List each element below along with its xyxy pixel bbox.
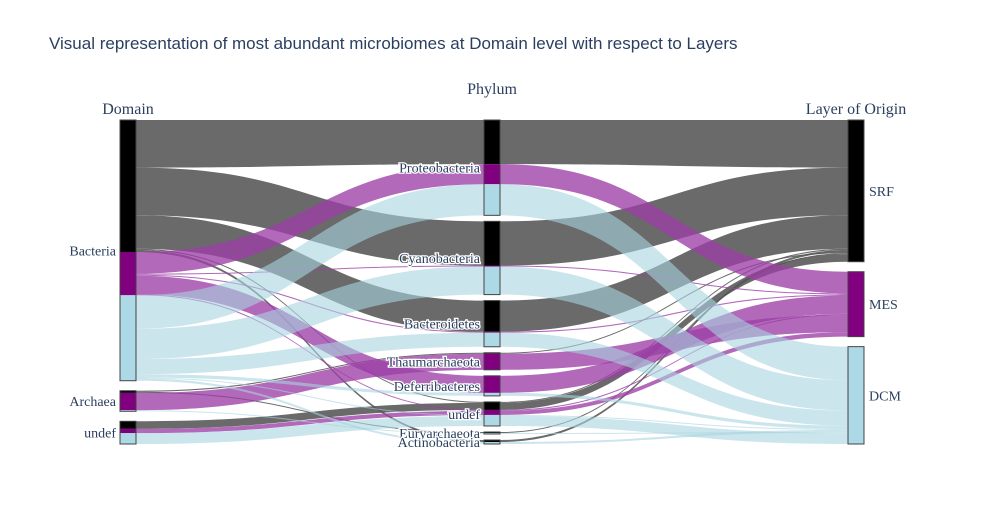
- bar-segment-phylum-bacteroidetes-mes[interactable]: [484, 331, 500, 333]
- category-bar-domain-undef[interactable]: [119, 420, 137, 445]
- category-label-domain-archaea: Archaea: [69, 395, 116, 410]
- category-label-phylum-deferribacteres: Deferribacteres: [394, 380, 480, 395]
- bar-segment-domain-undef-srf[interactable]: [120, 421, 136, 429]
- category-bar-phylum-undef[interactable]: [483, 401, 501, 427]
- bar-segment-phylum-bacteroidetes-dcm[interactable]: [484, 332, 500, 347]
- bar-segment-phylum-cyanobacteria-mes[interactable]: [484, 265, 500, 267]
- ribbon-bacteria-cyanobacteria-dcm-b[interactable]: [500, 266, 848, 411]
- category-label-phylum-cyanobacteria: Cyanobacteria: [399, 252, 481, 267]
- bar-segment-phylum-proteobacteria-dcm[interactable]: [484, 184, 500, 216]
- category-label-phylum-actinobacteria: Actinobacteria: [398, 436, 481, 451]
- category-label-phylum-bacteroidetes: Bacteroidetes: [404, 318, 480, 333]
- category-label-phylum-undef: undef: [448, 408, 480, 423]
- ribbon-bacteria-proteobacteria-srf-b[interactable]: [500, 120, 848, 168]
- bar-segment-phylum-actinobacteria-srf[interactable]: [484, 439, 500, 442]
- ribbon-bacteria-cyanobacteria-srf-b[interactable]: [500, 167, 848, 266]
- bar-segment-domain-archaea-srf[interactable]: [120, 390, 136, 393]
- category-bars-layer: [119, 119, 865, 445]
- category-bar-phylum-bacteroidetes[interactable]: [483, 300, 501, 348]
- ribbon-bacteria-actinobacteria-dcm-a[interactable]: [136, 378, 484, 444]
- bar-segment-layer-of-origin-mes-mes[interactable]: [848, 271, 864, 337]
- category-bar-layer-of-origin-srf[interactable]: [847, 119, 865, 263]
- ribbon-bacteria-proteobacteria-mes-b[interactable]: [500, 164, 848, 294]
- category-label-layer-of-origin-mes: MES: [869, 298, 898, 313]
- bar-segment-phylum-proteobacteria-srf[interactable]: [484, 120, 500, 165]
- bar-segment-phylum-thaumarchaeota-srf[interactable]: [484, 352, 500, 354]
- bar-segment-phylum-deferribacteres-dcm[interactable]: [484, 392, 500, 396]
- ribbon-bacteria-bacteroidetes-mes-b[interactable]: [500, 294, 848, 333]
- bar-segment-domain-undef-mes[interactable]: [120, 428, 136, 434]
- bar-segment-phylum-euryarchaeota-dcm[interactable]: [484, 432, 500, 434]
- ribbon-bacteria-actinobacteria-dcm-b[interactable]: [500, 429, 848, 444]
- ribbon-undef-undef-srf-a[interactable]: [136, 402, 484, 429]
- dimension-label-phylum: Phylum: [467, 81, 517, 98]
- category-bar-phylum-proteobacteria[interactable]: [483, 119, 501, 216]
- ribbon-bacteria-proteobacteria-dcm-b[interactable]: [500, 184, 848, 381]
- bar-segment-domain-undef-dcm[interactable]: [120, 433, 136, 444]
- category-bar-phylum-euryarchaeota[interactable]: [483, 431, 501, 435]
- ribbon-undef-undef-dcm-b[interactable]: [500, 415, 848, 444]
- ribbon-bacteria-undef-dcm-a[interactable]: [136, 377, 484, 416]
- bar-segment-phylum-cyanobacteria-srf[interactable]: [484, 221, 500, 266]
- bar-segment-phylum-proteobacteria-mes[interactable]: [484, 164, 500, 185]
- bar-segment-phylum-euryarchaeota-srf[interactable]: [484, 431, 500, 433]
- bar-segment-phylum-undef-mes[interactable]: [484, 409, 500, 415]
- ribbon-bacteria-cyanobacteria-dcm-a[interactable]: [136, 266, 484, 360]
- ribbon-bacteria-deferribacteres-mes-a[interactable]: [136, 275, 484, 393]
- category-bar-phylum-actinobacteria[interactable]: [483, 439, 501, 445]
- bar-segment-phylum-thaumarchaeota-mes[interactable]: [484, 353, 500, 370]
- category-bar-layer-of-origin-mes[interactable]: [847, 271, 865, 338]
- bar-segment-domain-bacteria-srf[interactable]: [120, 120, 136, 252]
- bar-segment-phylum-cyanobacteria-dcm[interactable]: [484, 266, 500, 295]
- category-bar-phylum-cyanobacteria[interactable]: [483, 220, 501, 296]
- category-label-phylum-euryarchaeota: Euryarchaeota: [399, 427, 481, 442]
- category-label-domain-bacteria: Bacteria: [69, 244, 116, 259]
- bar-segment-phylum-undef-dcm[interactable]: [484, 414, 500, 426]
- ribbon-archaea-thaumarchaeota-mes-a[interactable]: [136, 353, 484, 411]
- ribbon-bacteria-proteobacteria-dcm-a[interactable]: [136, 184, 484, 329]
- ribbon-bacteria-undef-mes-b[interactable]: [500, 313, 848, 411]
- category-label-layer-of-origin-dcm: DCM: [869, 389, 901, 404]
- labels-layer: Domain Phylum Layer of Origin Bacteria Archa…: [68, 81, 906, 452]
- dimension-label-layer-of-origin: Layer of Origin: [806, 101, 906, 118]
- category-label-domain-undef: undef: [84, 427, 116, 442]
- bar-segment-layer-of-origin-srf-srf[interactable]: [848, 120, 864, 262]
- ribbon-bacteria-proteobacteria-srf-a[interactable]: [136, 120, 484, 168]
- category-label-layer-of-origin-srf: SRF: [869, 185, 894, 200]
- bar-segment-domain-archaea-dcm[interactable]: [120, 410, 136, 412]
- ribbon-bacteria-deferribacteres-dcm-a[interactable]: [136, 374, 484, 396]
- category-label-phylum-proteobacteria: Proteobacteria: [399, 162, 481, 177]
- bar-segment-domain-archaea-mes[interactable]: [120, 392, 136, 411]
- ribbon-bacteria-bacteroidetes-dcm-a[interactable]: [136, 332, 484, 375]
- bar-segment-phylum-deferribacteres-mes[interactable]: [484, 375, 500, 393]
- category-bar-phylum-deferribacteres[interactable]: [483, 375, 501, 397]
- bar-segment-phylum-undef-srf[interactable]: [484, 401, 500, 410]
- ribbon-archaea-thaumarchaeota-srf-b[interactable]: [500, 251, 848, 354]
- dimension-label-domain: Domain: [102, 101, 154, 118]
- ribbon-archaea-thaumarchaeota-srf-a[interactable]: [136, 352, 484, 392]
- bar-segment-domain-bacteria-mes[interactable]: [120, 251, 136, 296]
- chart-title: Visual representation of most abundant m…: [49, 34, 738, 53]
- ribbon-bacteria-proteobacteria-mes-a[interactable]: [136, 164, 484, 274]
- bar-segment-phylum-bacteroidetes-srf[interactable]: [484, 300, 500, 332]
- ribbon-bacteria-undef-dcm-b[interactable]: [500, 414, 848, 430]
- ribbons-layer: [136, 120, 848, 444]
- category-label-phylum-thaumarchaeota: Thaumarchaeota: [387, 355, 481, 370]
- category-bar-layer-of-origin-dcm[interactable]: [847, 346, 865, 445]
- category-bar-domain-archaea[interactable]: [119, 390, 137, 412]
- category-bar-domain-bacteria[interactable]: [119, 119, 137, 382]
- bar-segment-phylum-actinobacteria-dcm[interactable]: [484, 441, 500, 444]
- ribbon-archaea-euryarchaeota-dcm-a[interactable]: [136, 410, 484, 434]
- ribbon-bacteria-bacteroidetes-dcm-b[interactable]: [500, 332, 848, 426]
- bar-segment-domain-bacteria-dcm[interactable]: [120, 295, 136, 381]
- bar-segment-layer-of-origin-dcm-dcm[interactable]: [848, 346, 864, 444]
- category-bar-phylum-thaumarchaeota[interactable]: [483, 352, 501, 371]
- ribbon-bacteria-deferribacteres-dcm-b[interactable]: [500, 392, 848, 429]
- ribbon-undef-undef-dcm-a[interactable]: [136, 415, 484, 444]
